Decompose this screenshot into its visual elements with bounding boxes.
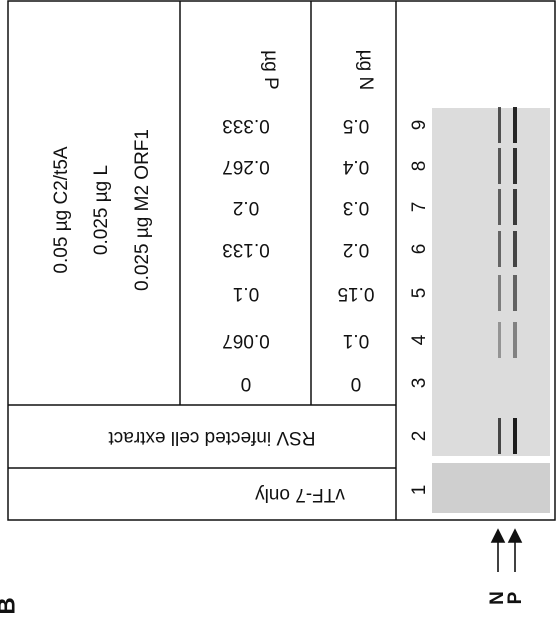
figure: 0.05 µg C2/t5A 0.025 µg L 0.025 µg M2 OR… (0, 0, 559, 618)
n-amount: 0.4 (342, 156, 369, 177)
p-amount: 0.133 (222, 239, 270, 260)
band (498, 107, 501, 143)
lane-number: 2 (409, 431, 430, 442)
lane-number: 1 (409, 485, 430, 496)
n-amount: 0.15 (338, 283, 375, 304)
band (513, 418, 517, 454)
column-header: µg N (355, 50, 376, 91)
lane-number: 7 (409, 202, 430, 213)
condition: 0.025 µg L (91, 165, 112, 255)
n-amount: 0.3 (343, 197, 369, 218)
row-label: vTF-7 only (255, 484, 345, 505)
band (498, 231, 501, 267)
band (498, 418, 501, 454)
band (498, 275, 501, 311)
row-label: RSV infected cell extract (108, 427, 316, 448)
p-amount: 0 (241, 373, 252, 394)
band (498, 189, 501, 225)
n-amount: 0 (351, 373, 362, 394)
arrow-label: P (505, 591, 526, 604)
lane-number: 4 (409, 334, 430, 345)
p-amount: 0.267 (222, 156, 270, 177)
n-amount: 0.1 (343, 330, 369, 351)
page: 0.05 µg C2/t5A 0.025 µg L 0.025 µg M2 OR… (0, 0, 559, 618)
arrows (492, 530, 521, 572)
figure-label: B (0, 597, 20, 614)
p-amount: 0.333 (222, 115, 270, 136)
lane-number: 3 (409, 378, 430, 389)
lane-number: 5 (409, 288, 430, 299)
condition: 0.05 µg C2/t5A (51, 146, 72, 273)
n-amount: 0.5 (343, 115, 369, 136)
band (513, 148, 517, 184)
n-amount: 0.2 (343, 239, 369, 260)
band (498, 148, 501, 184)
p-amount: 0.2 (233, 197, 259, 218)
band (513, 189, 517, 225)
band (513, 322, 517, 358)
p-amount: 0.067 (222, 330, 270, 351)
lane-number: 6 (409, 244, 430, 255)
band (498, 322, 501, 358)
band (513, 107, 517, 143)
column-header: µg P (260, 50, 281, 89)
band (513, 231, 517, 267)
gel-lane-1 (432, 463, 550, 513)
lane-number: 9 (409, 120, 430, 131)
band (513, 275, 517, 311)
p-amount: 0.1 (233, 283, 259, 304)
gel (432, 108, 550, 456)
lane-number: 8 (409, 161, 430, 172)
condition: 0.025 µg M2 ORF1 (132, 129, 153, 291)
